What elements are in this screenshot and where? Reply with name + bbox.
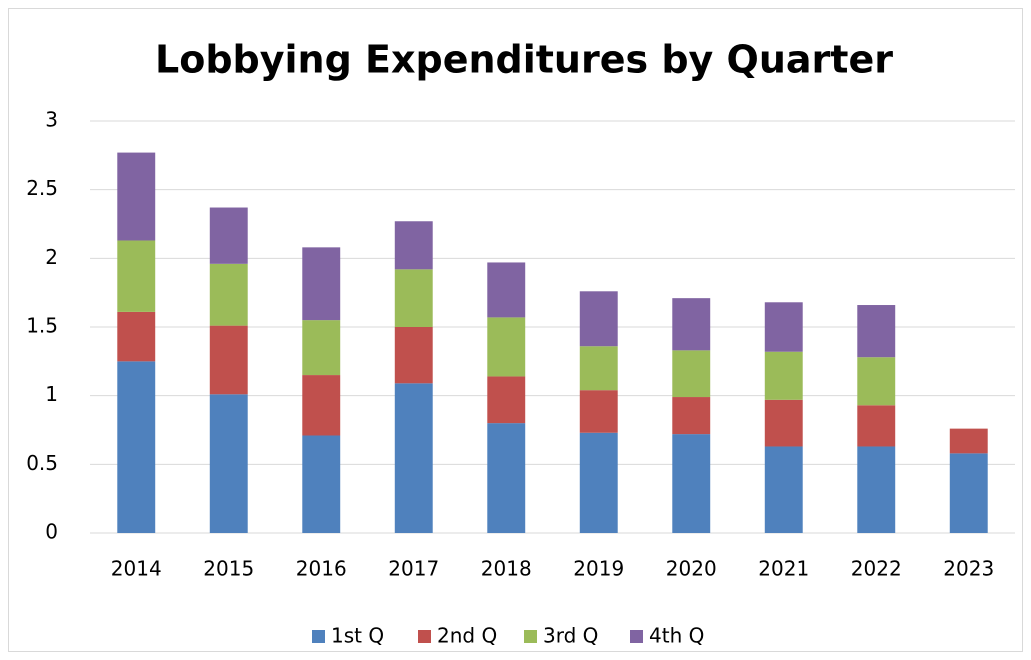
bar-segment	[579, 291, 618, 347]
x-tick-label: 2016	[296, 557, 347, 581]
bar-segment	[209, 263, 248, 326]
bar-segment	[394, 269, 433, 327]
bar-segment	[579, 432, 618, 533]
y-tick-label: 3	[45, 108, 58, 132]
chart-title: Lobbying Expenditures by Quarter	[155, 38, 893, 82]
y-tick-label: 1.5	[26, 314, 58, 338]
x-tick-label: 2019	[573, 557, 624, 581]
bar-segment	[487, 262, 526, 318]
x-tick-label: 2018	[481, 557, 532, 581]
bar-segment	[672, 298, 711, 351]
bar-segment	[487, 376, 526, 424]
bar-segment	[209, 394, 248, 533]
bar-segment	[857, 357, 896, 406]
bar-segment	[579, 346, 618, 391]
bar-segment	[209, 325, 248, 395]
bar-segment	[302, 320, 341, 376]
bar-segment	[672, 350, 711, 398]
y-tick-label: 0.5	[26, 451, 58, 475]
x-tick-label: 2015	[203, 557, 254, 581]
bar-segment	[117, 152, 156, 241]
bar-segment	[487, 317, 526, 377]
bar-segment	[302, 247, 341, 321]
legend-label: 3rd Q	[543, 624, 598, 648]
x-tick-label: 2022	[851, 557, 902, 581]
bar-segment	[764, 351, 803, 400]
legend-swatch	[312, 630, 325, 643]
bar-segment	[672, 434, 711, 533]
legend-swatch	[524, 630, 537, 643]
bar-segment	[672, 397, 711, 435]
bar-segment	[857, 405, 896, 447]
bar-segment	[949, 453, 988, 533]
legend-label: 1st Q	[331, 624, 384, 648]
bar-segment	[579, 390, 618, 433]
bar-segment	[117, 240, 156, 312]
legend-label: 2nd Q	[437, 624, 497, 648]
bar-segment	[209, 207, 248, 264]
bar-segment	[857, 446, 896, 533]
x-tick-label: 2020	[666, 557, 717, 581]
bar-segment	[487, 423, 526, 533]
legend-label: 4th Q	[649, 624, 704, 648]
bar-segment	[117, 311, 156, 362]
bar-segment	[394, 221, 433, 270]
bar-segment	[949, 428, 988, 454]
y-tick-label: 0	[45, 520, 58, 544]
y-tick-label: 2.5	[26, 176, 58, 200]
y-tick-label: 2	[45, 245, 58, 269]
bar-segment	[302, 435, 341, 533]
x-tick-label: 2014	[111, 557, 162, 581]
bar-segment	[394, 383, 433, 533]
bar-segment	[394, 327, 433, 384]
bar-segment	[764, 399, 803, 447]
bar-segment	[302, 375, 341, 436]
bar-segment	[117, 361, 156, 533]
legend-swatch	[418, 630, 431, 643]
x-tick-label: 2023	[943, 557, 994, 581]
x-tick-label: 2017	[388, 557, 439, 581]
legend-swatch	[630, 630, 643, 643]
bar-segment	[857, 305, 896, 358]
y-tick-label: 1	[45, 382, 58, 406]
bar-segment	[764, 446, 803, 533]
bar-segment	[764, 302, 803, 352]
x-tick-label: 2021	[758, 557, 809, 581]
